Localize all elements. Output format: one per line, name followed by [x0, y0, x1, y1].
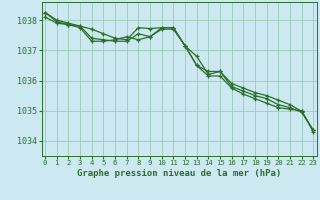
X-axis label: Graphe pression niveau de la mer (hPa): Graphe pression niveau de la mer (hPa): [77, 169, 281, 178]
